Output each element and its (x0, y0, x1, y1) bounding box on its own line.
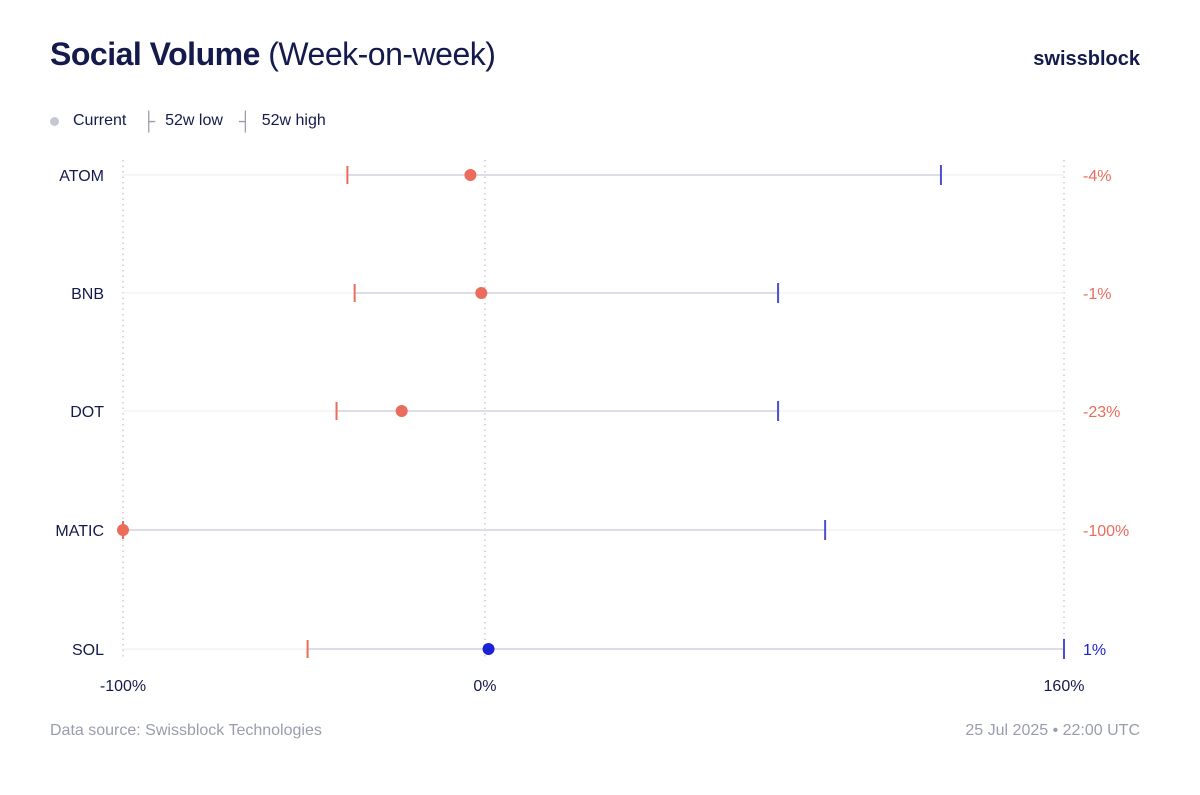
brand-logo: swissblock (1033, 48, 1140, 70)
row-label: MATIC (55, 523, 104, 540)
value-label: -100% (1083, 523, 1129, 540)
current-dot (117, 524, 129, 536)
value-label: 1% (1083, 642, 1106, 659)
current-dot (395, 405, 408, 417)
row-label: DOT (70, 404, 104, 421)
legend-low-label: 52w low (165, 112, 223, 129)
legend-high-label: 52w high (261, 112, 326, 129)
legend-current-label: Current (73, 112, 127, 129)
current-dot (482, 643, 495, 655)
value-label: -4% (1083, 168, 1111, 185)
timestamp: 25 Jul 2025 • 22:00 UTC (965, 722, 1140, 739)
data-source: Data source: Swissblock Technologies (50, 722, 322, 739)
current-dot (475, 287, 488, 299)
title-subtitle: (Week-on-week) (268, 36, 496, 72)
legend-item-low: ├ 52w low (142, 112, 223, 130)
chart-title: Social Volume (Week-on-week) (50, 36, 496, 73)
value-label: -23% (1083, 404, 1120, 421)
low-tick-icon: ├ (142, 111, 156, 131)
row-label: SOL (72, 642, 104, 659)
x-tick-label: 160% (1044, 678, 1085, 695)
row-label: ATOM (59, 168, 104, 185)
legend-item-current: Current (50, 112, 126, 130)
high-tick-icon: ┤ (238, 111, 252, 131)
value-label: -1% (1083, 286, 1111, 303)
x-tick-label: -100% (100, 678, 146, 695)
legend-item-high: ┤ 52w high (239, 112, 326, 130)
title-main: Social Volume (50, 36, 260, 72)
current-dot-icon (50, 116, 59, 126)
legend: Current ├ 52w low ┤ 52w high (50, 112, 342, 130)
x-tick-label: 0% (473, 678, 496, 695)
current-dot (464, 169, 477, 181)
row-label: BNB (71, 286, 104, 303)
